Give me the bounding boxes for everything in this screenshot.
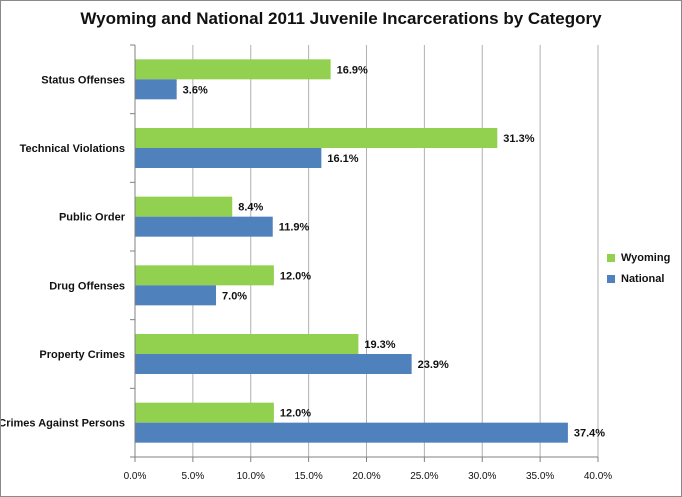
- x-tick-label-5: 5.0%: [181, 471, 204, 482]
- category-label-property-crimes: Property Crimes: [39, 349, 125, 361]
- bar-national-crimes-against-persons: [135, 422, 568, 443]
- legend: Wyoming National: [607, 247, 670, 289]
- x-tick-label-25: 25.0%: [410, 471, 438, 482]
- category-label-technical-violations: Technical Violations: [20, 143, 125, 155]
- category-label-drug-offenses: Drug Offenses: [49, 280, 125, 292]
- bar-wyoming-public-order: [135, 196, 233, 217]
- data-label-wyoming-status-offenses: 16.9%: [337, 64, 368, 76]
- data-label-national-public-order: 11.9%: [279, 222, 310, 234]
- data-label-national-drug-offenses: 7.0%: [222, 290, 247, 302]
- chart-title: Wyoming and National 2011 Juvenile Incar…: [80, 9, 602, 28]
- bar-national-technical-violations: [135, 148, 322, 168]
- data-label-national-technical-violations: 16.1%: [327, 153, 358, 165]
- bar-wyoming-technical-violations: [135, 128, 498, 148]
- data-label-wyoming-technical-violations: 31.3%: [503, 133, 534, 145]
- data-label-wyoming-crimes-against-persons: 12.0%: [280, 408, 311, 420]
- x-tick-label-30: 30.0%: [468, 471, 496, 482]
- category-label-crimes-against-persons: Crimes Against Persons: [1, 418, 125, 430]
- x-tick-label-0: 0.0%: [124, 471, 147, 482]
- category-label-status-offenses: Status Offenses: [41, 74, 125, 86]
- x-tick-label-15: 15.0%: [294, 471, 322, 482]
- bar-national-property-crimes: [135, 354, 412, 374]
- data-label-wyoming-public-order: 8.4%: [238, 202, 263, 214]
- bar-national-public-order: [135, 216, 273, 237]
- bar-wyoming-drug-offenses: [135, 265, 274, 286]
- data-label-national-status-offenses: 3.6%: [183, 84, 208, 96]
- legend-item-wyoming: Wyoming: [607, 247, 670, 268]
- data-label-wyoming-drug-offenses: 12.0%: [280, 270, 311, 282]
- category-label-public-order: Public Order: [59, 212, 126, 224]
- bar-wyoming-status-offenses: [135, 59, 331, 80]
- bar-wyoming-crimes-against-persons: [135, 402, 274, 423]
- bar-national-drug-offenses: [135, 285, 217, 306]
- bar-national-status-offenses: [135, 79, 177, 100]
- x-tick-label-35: 35.0%: [526, 471, 554, 482]
- legend-label-national: National: [621, 272, 665, 285]
- legend-swatch-national: [607, 274, 615, 283]
- x-tick-label-10: 10.0%: [237, 471, 265, 482]
- data-label-national-crimes-against-persons: 37.4%: [574, 428, 605, 440]
- bar-wyoming-property-crimes: [135, 334, 359, 354]
- data-label-national-property-crimes: 23.9%: [418, 359, 449, 371]
- data-label-wyoming-property-crimes: 19.3%: [364, 339, 395, 351]
- legend-item-national: National: [607, 268, 670, 289]
- x-tick-label-20: 20.0%: [352, 471, 380, 482]
- legend-swatch-wyoming: [607, 253, 615, 262]
- legend-label-wyoming: Wyoming: [621, 251, 671, 264]
- x-tick-label-40: 40.0%: [584, 471, 612, 482]
